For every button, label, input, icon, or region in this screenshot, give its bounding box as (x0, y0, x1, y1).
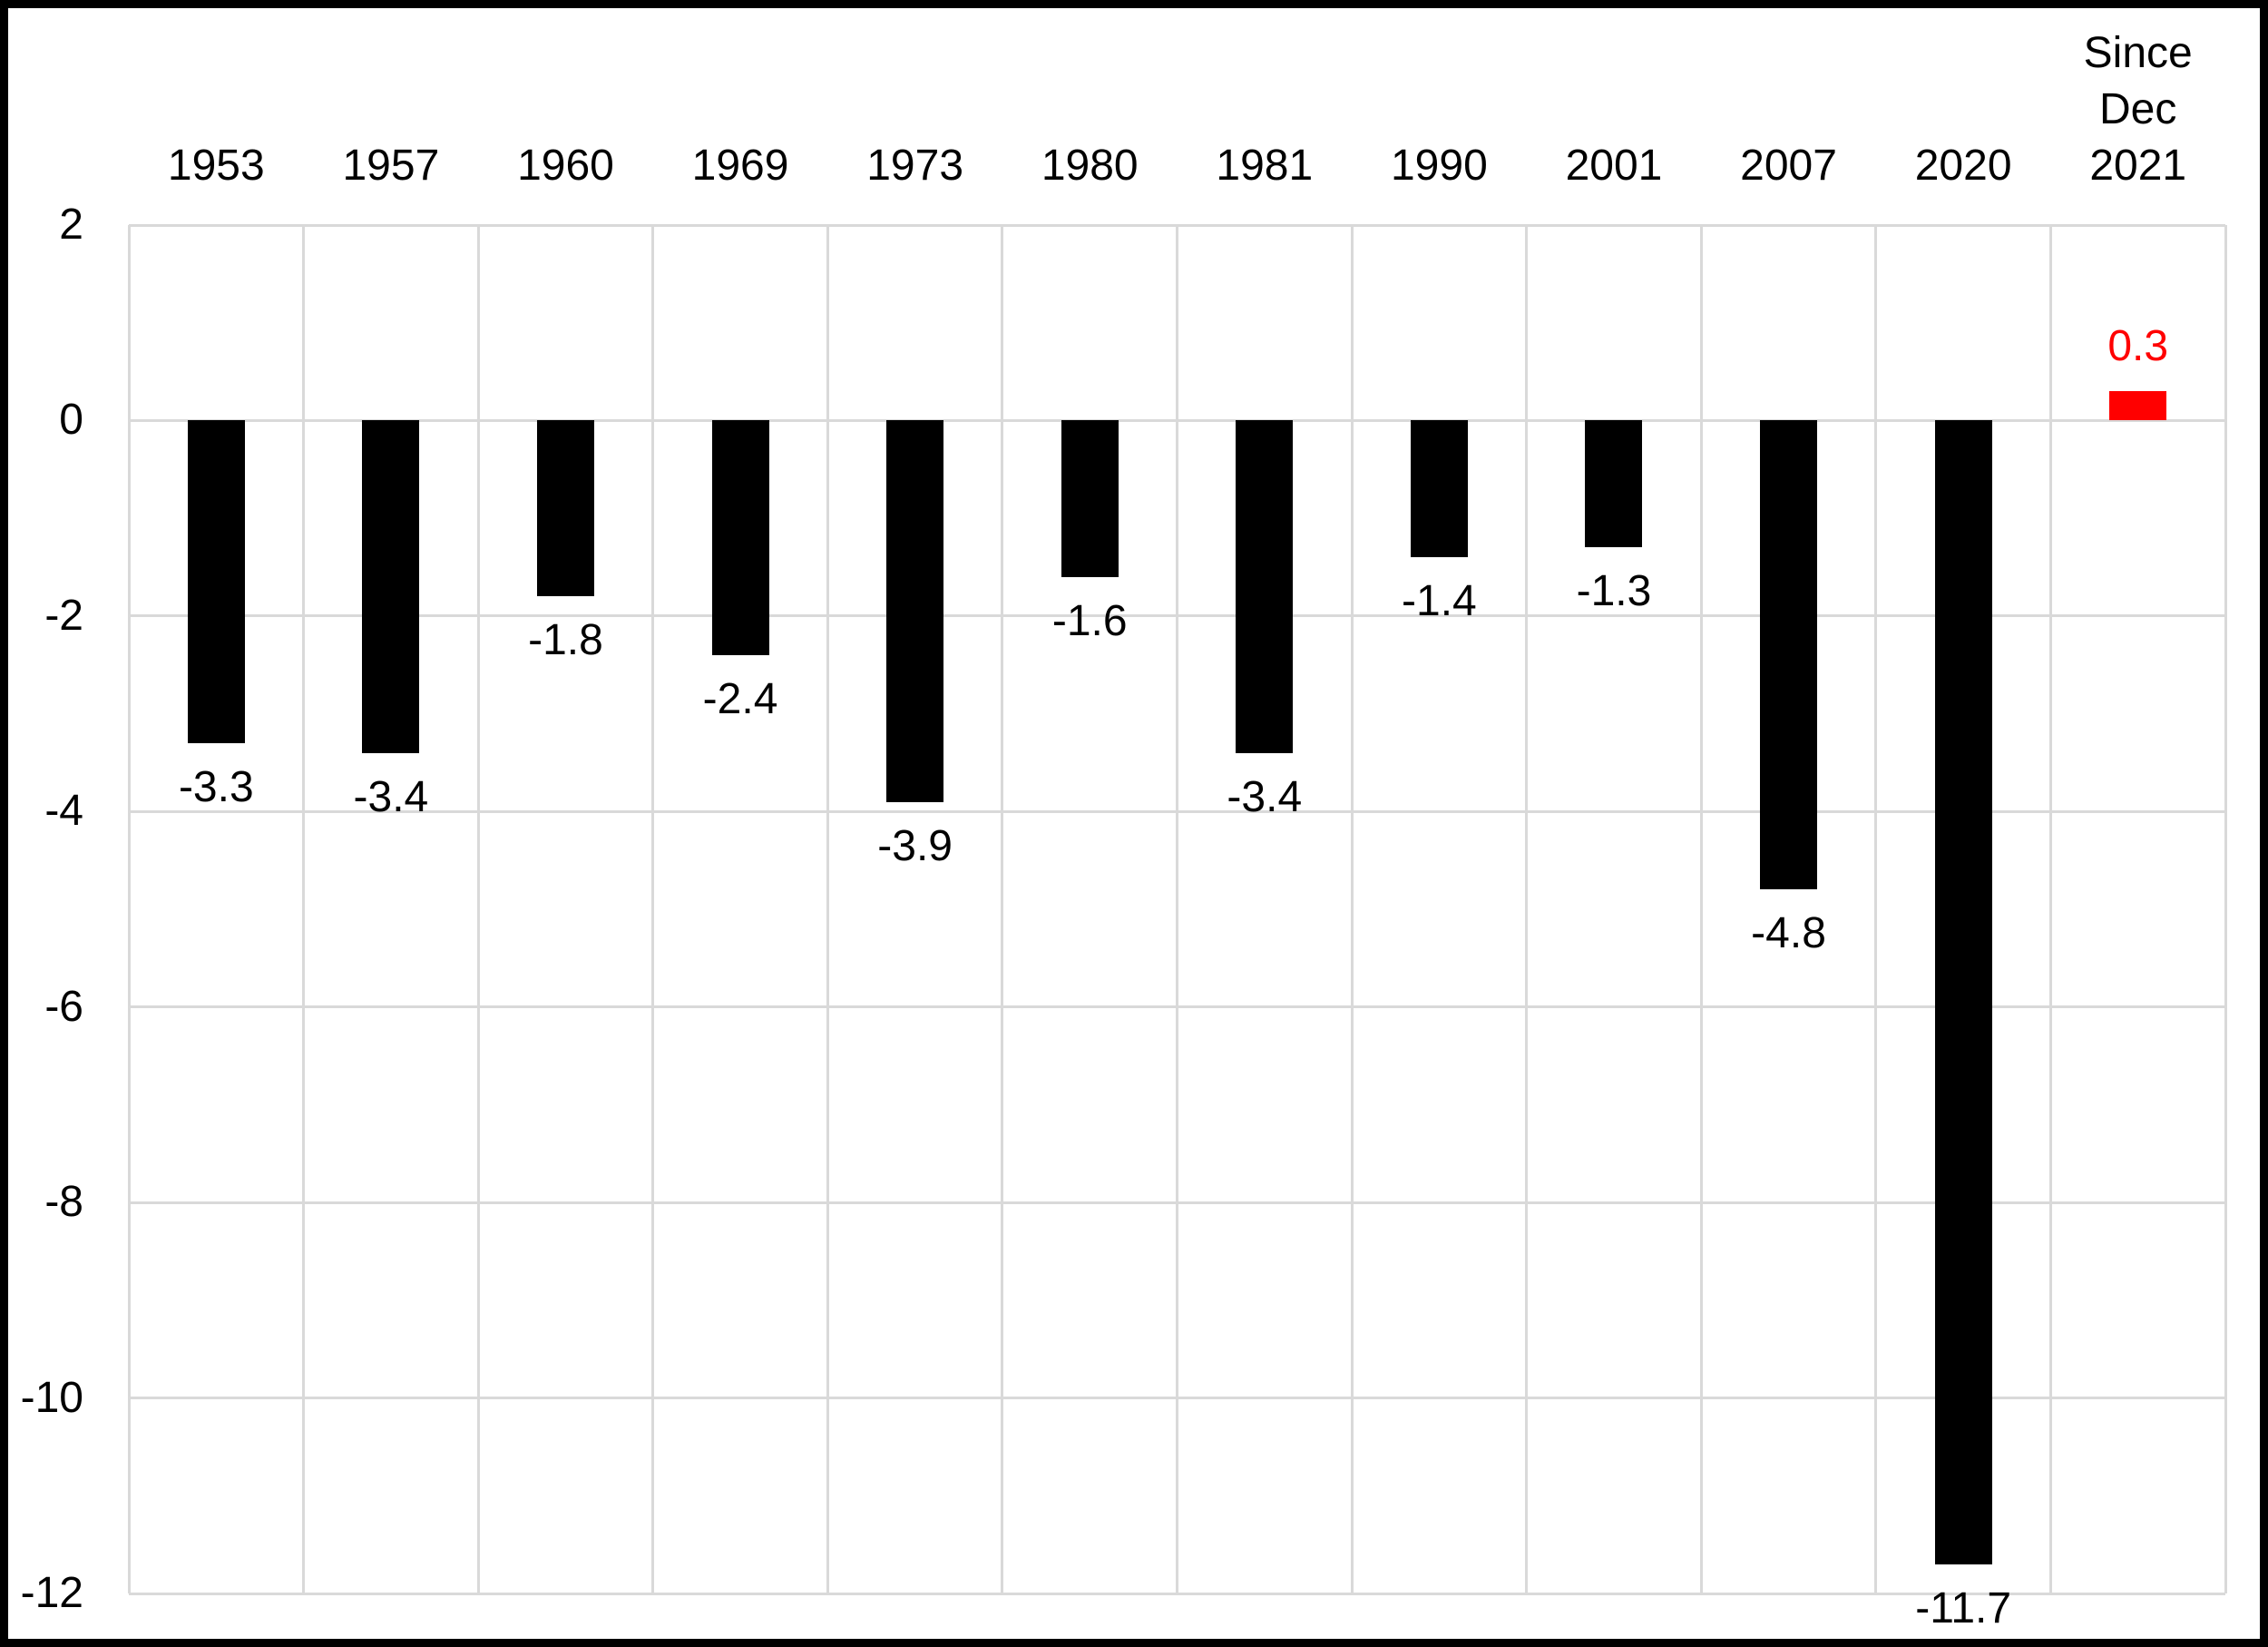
bar (2109, 391, 2167, 421)
y-tick-label: -4 (44, 787, 83, 836)
bar (886, 420, 944, 802)
v-gridline (1350, 225, 1354, 1593)
v-gridline (127, 225, 131, 1593)
category-label: 1953 (167, 142, 265, 190)
bar (711, 420, 769, 655)
bar (536, 420, 594, 597)
bar-value-label: -3.9 (877, 821, 953, 870)
bar (187, 420, 245, 743)
y-tick-label: -2 (44, 591, 83, 640)
bar-value-label: -2.4 (702, 674, 778, 723)
y-tick-label: -10 (20, 1373, 83, 1422)
category-label: 1990 (1390, 142, 1488, 190)
bar (1061, 420, 1119, 577)
bar (1585, 420, 1643, 548)
bar-value-label: -1.3 (1576, 567, 1652, 616)
y-tick-label: -6 (44, 982, 83, 1031)
v-gridline (1001, 225, 1004, 1593)
bar (1760, 420, 1818, 890)
category-label: 1980 (1041, 142, 1139, 190)
bar-value-label: -3.4 (1227, 772, 1303, 821)
v-gridline (1176, 225, 1178, 1593)
bar-value-label: -3.4 (353, 772, 429, 821)
bar-value-label: -3.3 (178, 762, 254, 811)
bar (1410, 420, 1468, 558)
category-label: 1957 (342, 142, 440, 190)
v-gridline (1525, 225, 1529, 1593)
category-label: 1969 (691, 142, 789, 190)
plot-area: -3.3 -3.4 -1.8 -2.4 -3.9 -1.6 -3.4 -1.4 -1.3 -4.8… (127, 223, 2227, 1631)
h-gridline (129, 1592, 2225, 1595)
bar (1236, 420, 1294, 753)
v-gridline (2048, 225, 2052, 1593)
category-label: 2001 (1565, 142, 1663, 190)
y-tick-label: 0 (59, 396, 83, 445)
category-label: 1981 (1216, 142, 1314, 190)
bar-value-label: -1.8 (528, 616, 603, 665)
category-label: 1973 (866, 142, 964, 190)
bar (1934, 420, 1992, 1564)
y-tick-label: -8 (44, 1178, 83, 1227)
bar-value-label: -1.6 (1051, 596, 1128, 645)
v-gridline (2224, 225, 2227, 1593)
category-label: 2007 (1740, 142, 1837, 190)
bar-value-label: -1.4 (1402, 577, 1477, 626)
category-label: 2020 (1914, 142, 2012, 190)
bar-value-label: 0.3 (2107, 322, 2169, 371)
v-gridline (1874, 225, 1878, 1593)
bar (362, 420, 420, 753)
v-gridline (651, 225, 655, 1593)
v-gridline (826, 225, 829, 1593)
bar-value-label: -4.8 (1751, 909, 1826, 958)
category-label: Since Dec 2021 (2083, 29, 2193, 190)
bar-value-label: -11.7 (1915, 1583, 2012, 1632)
y-tick-label: 2 (59, 201, 83, 249)
v-gridline (302, 225, 306, 1593)
v-gridline (1699, 225, 1703, 1593)
v-gridline (476, 225, 480, 1593)
y-tick-label: -12 (20, 1569, 83, 1617)
category-label: 1960 (517, 142, 614, 190)
